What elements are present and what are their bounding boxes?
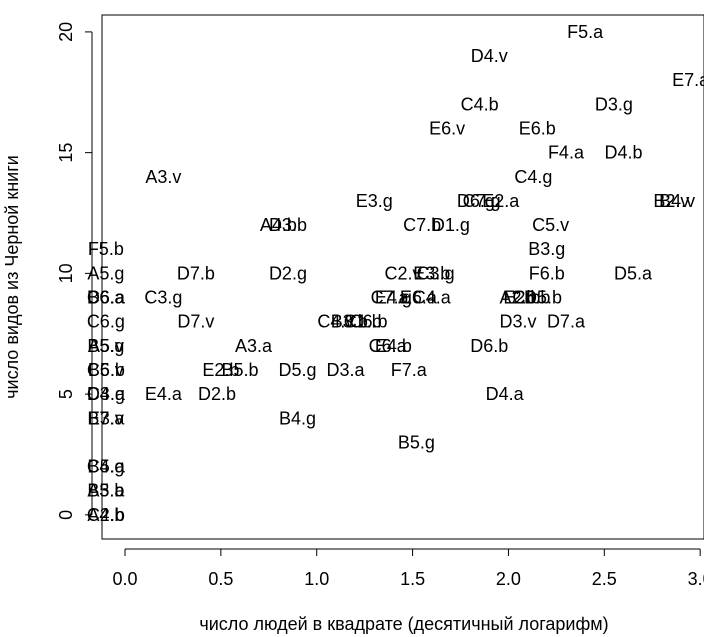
x-axis: 0.0 0.5 1.0 1.5 2.0 2.5 3.0 <box>112 548 704 589</box>
data-point-label: D5.g <box>279 360 317 380</box>
data-point-label: B4.g <box>279 408 316 428</box>
data-point-label: D2.g <box>269 263 307 283</box>
y-tick-label: 20 <box>56 22 76 42</box>
data-point-label: B5.b <box>222 360 259 380</box>
data-point-label: D6.b <box>470 336 508 356</box>
data-point-label: B6.a <box>87 288 125 308</box>
y-axis-label: число видов из Черной книги <box>2 155 22 399</box>
data-point-label: D7.b <box>177 263 215 283</box>
data-point-label: E6.b <box>519 118 556 138</box>
data-point-label: D4.b <box>604 143 642 163</box>
plot-frame <box>101 14 704 540</box>
data-point-label: C3.g <box>417 263 455 283</box>
data-point-label: D1.g <box>432 215 470 235</box>
data-point-label: E4.b <box>375 336 412 356</box>
x-tick-label: 0.5 <box>208 569 233 589</box>
data-point-label: D6.g <box>457 191 495 211</box>
data-point-label: C7.b <box>403 215 441 235</box>
data-point-label: D7.v <box>177 312 214 332</box>
data-point-label: E2.b <box>503 288 540 308</box>
data-point-label: E6.a <box>400 288 438 308</box>
data-point-label: C3.g <box>144 288 182 308</box>
x-axis-label: число людей в квадрате (десятичный логар… <box>199 614 608 634</box>
data-point-label: B5.g <box>398 432 435 452</box>
data-point-label: A4.b <box>87 505 124 525</box>
data-point-label: C6.b <box>512 288 550 308</box>
data-point-label: B3.b <box>331 312 368 332</box>
data-point-label: E2.a <box>482 191 520 211</box>
data-point-label: F6.b <box>529 263 565 283</box>
data-point-label: C2.b <box>87 505 125 525</box>
data-point-label: B6.v <box>88 360 124 380</box>
data-point-label: D4.a <box>486 384 525 404</box>
data-point-label: C4.v <box>317 312 354 332</box>
data-point-label: D3.g <box>595 94 633 114</box>
data-point-label: F7.a <box>391 360 428 380</box>
data-point-label: B2.v <box>653 191 689 211</box>
data-point-label: D3.v <box>500 312 537 332</box>
point-labels: F5.a D4.v E7.a C4.b D3.g E6.v E6.b F4.a D4.b A3.v… <box>87 22 704 525</box>
x-tick-label: 3.0 <box>688 569 704 589</box>
data-point-label: C4.b <box>461 94 499 114</box>
data-point-label: C5.v <box>532 215 569 235</box>
data-point-label: B4.g <box>87 457 124 477</box>
data-point-label: A5.v <box>88 336 124 356</box>
data-point-label: C5.a <box>87 457 126 477</box>
data-point-label: E3.b <box>413 263 450 283</box>
data-point-label: E3.g <box>356 191 393 211</box>
y-tick-label: 10 <box>56 263 76 283</box>
data-point-label: E7.a <box>672 70 704 90</box>
x-tick-label: 0.0 <box>112 569 137 589</box>
data-point-label: B3.g <box>528 239 565 259</box>
data-point-label: C1.b <box>344 312 382 332</box>
data-point-label: A3.a <box>235 336 273 356</box>
data-point-label: A2.b <box>500 288 537 308</box>
data-point-label: D5.b <box>524 288 562 308</box>
x-tick-label: 1.0 <box>304 569 329 589</box>
data-point-label: D4.v <box>471 46 508 66</box>
data-point-label: E6.v <box>429 118 465 138</box>
x-tick-label: 2.0 <box>496 569 521 589</box>
data-point-label: C6.a <box>87 288 126 308</box>
data-point-label: C6.a <box>369 336 408 356</box>
data-point-label: F4.a <box>548 143 585 163</box>
data-point-label: A4.b <box>260 215 297 235</box>
data-point-label: B3.a <box>87 481 125 501</box>
data-point-label: C7.a <box>371 288 410 308</box>
y-tick-label: 15 <box>56 143 76 163</box>
y-axis: 0 5 10 15 20 <box>56 22 93 520</box>
data-point-label: C6.g <box>87 312 125 332</box>
data-point-label: C7.g <box>463 191 501 211</box>
y-tick-label: 5 <box>56 389 76 399</box>
y-tick-label: 0 <box>56 510 76 520</box>
data-point-label: B5.g <box>87 336 124 356</box>
data-point-label: C4.g <box>514 167 552 187</box>
data-point-label: D2.b <box>198 384 236 404</box>
data-point-label: D3.b <box>269 215 307 235</box>
data-point-label: E4.g <box>375 288 412 308</box>
data-point-label: D7.a <box>547 312 586 332</box>
x-tick-label: 1.5 <box>400 569 425 589</box>
data-point-label: E4.a <box>145 384 183 404</box>
data-point-label: F5.b <box>88 239 124 259</box>
data-point-label: B7.a <box>87 408 125 428</box>
data-point-label: A5.b <box>87 481 124 501</box>
data-point-label: A3.v <box>145 167 181 187</box>
data-point-label: D3.a <box>326 360 365 380</box>
data-point-label: D6.a <box>87 288 126 308</box>
data-point-label: C6.b <box>349 312 387 332</box>
data-point-label: C4.g <box>87 384 125 404</box>
data-point-label: C4.a <box>413 288 452 308</box>
data-point-label: C2.v <box>384 263 421 283</box>
data-point-label: E3.v <box>88 408 124 428</box>
data-point-label: F5.a <box>567 22 604 42</box>
data-point-label: D5.a <box>614 263 653 283</box>
x-tick-label: 2.5 <box>592 569 617 589</box>
data-point-label: A5.g <box>87 263 124 283</box>
data-point-label: C5.b <box>87 360 125 380</box>
data-point-label: B4.v <box>659 191 695 211</box>
data-point-label: D3.a <box>87 384 126 404</box>
data-point-label: E2.b <box>202 360 239 380</box>
